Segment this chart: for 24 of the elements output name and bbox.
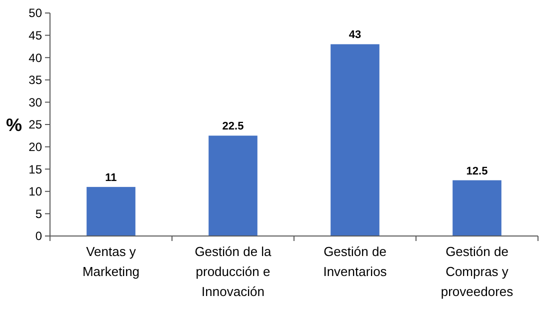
data-label: 11 <box>105 172 117 184</box>
y-tick-label: 50 <box>28 6 42 20</box>
x-tick-label: Gestión de la producción e Innovación <box>194 244 272 299</box>
y-tick-label: 5 <box>35 206 42 221</box>
y-tick-label: 35 <box>28 73 42 88</box>
y-axis-title: % <box>6 114 22 135</box>
bar <box>452 180 502 236</box>
y-tick-label: 15 <box>28 162 42 176</box>
data-label: 22.5 <box>222 120 244 133</box>
bar <box>86 186 136 236</box>
data-label: 12.5 <box>466 165 488 178</box>
bar <box>208 136 258 236</box>
y-tick-label: 20 <box>28 140 42 154</box>
y-tick-label: 45 <box>28 28 42 42</box>
y-tick-label: 40 <box>28 50 42 65</box>
x-tick-label: Gestión de Compras y proveedores <box>440 244 514 299</box>
y-tick-label: 0 <box>35 229 42 244</box>
bar <box>330 44 380 236</box>
x-tick-label: Ventas y Marketing <box>82 244 140 279</box>
y-tick-label: 25 <box>28 118 42 132</box>
y-tick-label: 30 <box>28 95 42 110</box>
y-tick-label: 10 <box>28 184 42 199</box>
x-tick-label: Gestión de Inventarios <box>323 244 388 279</box>
data-label: 43 <box>348 29 362 42</box>
